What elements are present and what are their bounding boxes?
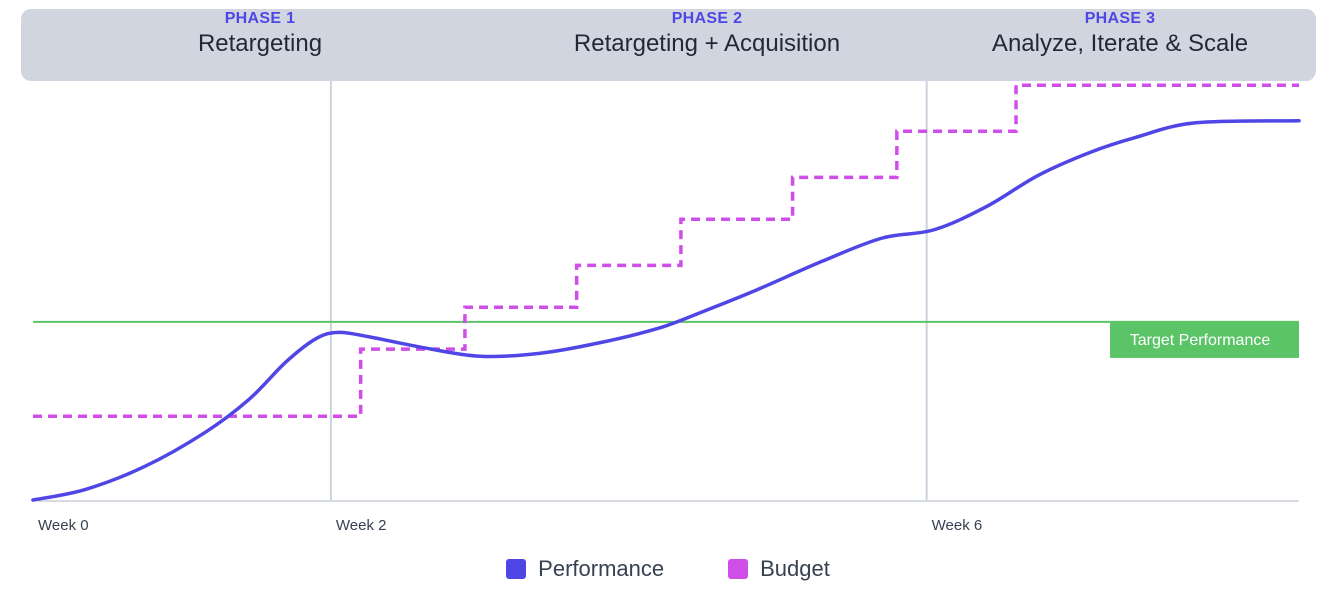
budget-swatch — [728, 559, 749, 579]
legend-label-performance: Performance — [538, 556, 665, 581]
phase-1-header: PHASE 1 Retargeting — [198, 9, 322, 59]
x-tick-label-0: Week 0 — [38, 517, 89, 534]
legend-item-performance: Performance — [506, 556, 664, 582]
phase-3-name: Analyze, Iterate & Scale — [991, 30, 1249, 57]
target-label: Target Performance — [1130, 332, 1271, 349]
legend-item-budget: Budget — [728, 556, 830, 582]
phase-1-tag: PHASE 1 — [224, 10, 296, 27]
target-label-box — [1110, 321, 1299, 358]
phase-2-header: PHASE 2 Retargeting + Acquisition — [574, 9, 840, 59]
performance-swatch — [506, 559, 527, 579]
performance-line — [31, 119, 1301, 502]
phase-banner — [21, 9, 1316, 81]
phase-3-header: PHASE 3 Analyze, Iterate & Scale — [992, 9, 1248, 59]
chart-legend: Performance Budget — [0, 556, 1336, 582]
phase-2-name: Retargeting + Acquisition — [573, 30, 841, 57]
phase-1-name: Retargeting — [197, 30, 323, 57]
budget-line — [33, 83, 1299, 418]
x-tick-label-2: Week 6 — [932, 517, 983, 534]
legend-label-budget: Budget — [760, 556, 830, 581]
phase-2-tag: PHASE 2 — [671, 10, 743, 27]
phase-3-tag: PHASE 3 — [1084, 10, 1156, 27]
x-tick-label-1: Week 2 — [336, 517, 387, 534]
